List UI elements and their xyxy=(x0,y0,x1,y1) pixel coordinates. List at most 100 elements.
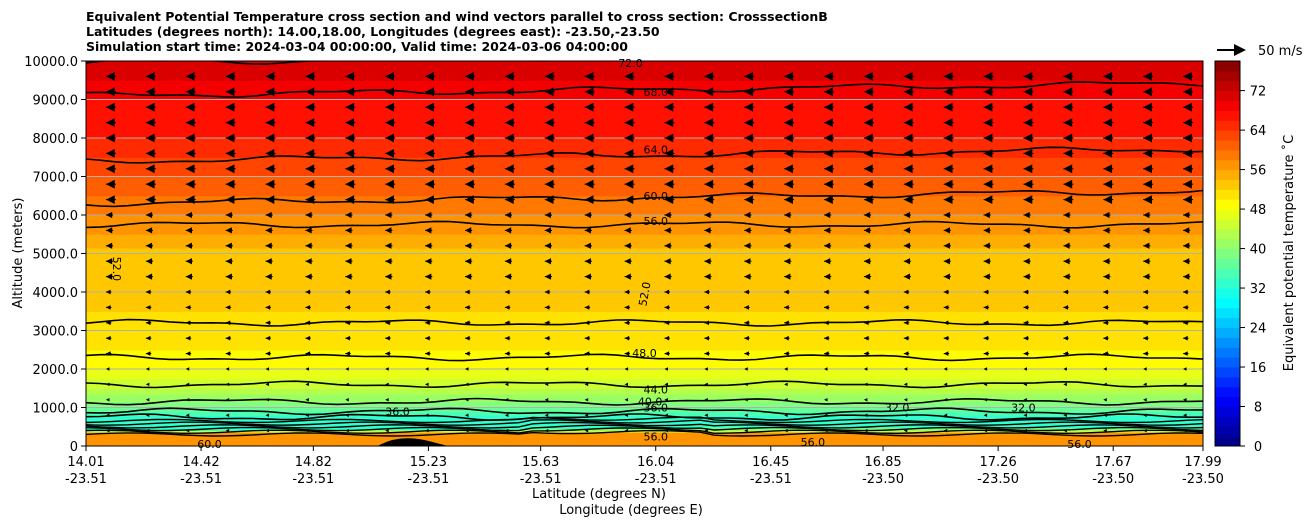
fill-band xyxy=(86,191,1203,195)
quiver-key: 50 m/s xyxy=(1217,44,1303,59)
wind-vector xyxy=(903,382,908,387)
wind-vector xyxy=(105,289,112,295)
wind-vector xyxy=(504,133,515,143)
wind-vector xyxy=(903,164,914,174)
wind-vector xyxy=(225,164,236,174)
wind-vector xyxy=(903,273,912,280)
wind-vector xyxy=(744,428,748,433)
wind-vector xyxy=(903,367,908,371)
wind-vector xyxy=(1063,289,1069,295)
wind-vector xyxy=(385,413,389,417)
wind-vector xyxy=(704,413,708,417)
wind-vector xyxy=(784,227,792,234)
fill-band xyxy=(86,157,1203,160)
wind-vector xyxy=(504,195,515,204)
wind-vector xyxy=(464,273,473,280)
wind-vector xyxy=(863,382,868,387)
contour-label: 32.0 xyxy=(885,402,910,415)
wind-vector xyxy=(225,242,233,249)
wind-vector xyxy=(983,133,994,143)
wind-vector xyxy=(145,242,154,249)
fill-band xyxy=(86,280,1203,283)
wind-vector xyxy=(345,428,349,433)
colorbar-segment xyxy=(1215,130,1240,141)
colorbar-segment xyxy=(1215,61,1240,72)
wind-vector xyxy=(544,273,552,280)
colorbar-segment xyxy=(1215,110,1240,121)
colorbar-segment xyxy=(1215,416,1240,427)
contour-labels: 72.0 68.0 64.0 60.0 56.0 52.0 52.0 48.0 44.040.0… xyxy=(110,57,1092,451)
wind-vector xyxy=(824,398,828,402)
wind-vector xyxy=(824,273,832,280)
wind-vector xyxy=(784,351,790,356)
wind-vector xyxy=(425,133,436,143)
wind-vector xyxy=(185,289,192,295)
wind-vector xyxy=(784,273,792,280)
wind-vector xyxy=(385,320,391,326)
x-axis: 14.01 -23.51 14.42 -23.51 14.82 -23.51 15.23 -2… xyxy=(65,446,1224,487)
fill-band xyxy=(86,309,1203,312)
wind-vector xyxy=(464,289,471,295)
wind-vector xyxy=(784,413,788,417)
wind-vector xyxy=(1183,227,1191,234)
fill-band xyxy=(86,345,1203,349)
wind-vector xyxy=(584,179,595,189)
wind-vector xyxy=(305,289,311,295)
wind-vector xyxy=(624,351,631,356)
y-tick-label: 10000.0 xyxy=(24,55,78,70)
fill-band xyxy=(86,374,1203,378)
colorbar-segment xyxy=(1215,248,1240,259)
wind-vector xyxy=(265,258,273,265)
wind-vector xyxy=(744,273,752,280)
wind-vector xyxy=(544,242,552,249)
x-tick-label-lat: 14.42 xyxy=(182,455,219,470)
wind-vector xyxy=(863,195,874,204)
wind-vector xyxy=(863,118,874,127)
x-tick-label-lon: -23.51 xyxy=(180,472,222,487)
wind-vector xyxy=(145,179,156,189)
y-tick-label: 9000.0 xyxy=(33,94,79,109)
wind-vector xyxy=(145,398,150,402)
colorbar-segment xyxy=(1215,120,1240,131)
wind-vector xyxy=(1063,149,1074,158)
wind-vector xyxy=(983,398,988,402)
wind-vector xyxy=(664,258,672,265)
wind-vector xyxy=(225,258,233,265)
wind-vector xyxy=(943,258,951,265)
fill-band xyxy=(86,378,1203,382)
wind-vector xyxy=(704,87,715,97)
wind-vector xyxy=(464,118,475,127)
wind-vector xyxy=(105,258,114,265)
wind-vector xyxy=(504,87,515,97)
wind-vector xyxy=(1183,320,1189,326)
wind-vector xyxy=(145,382,150,387)
wind-vector xyxy=(943,351,950,356)
colorbar-segment xyxy=(1215,367,1240,378)
fill-band xyxy=(86,209,1203,212)
wind-vector xyxy=(824,227,832,234)
wind-vector xyxy=(824,289,830,295)
wind-vector xyxy=(824,258,832,265)
wind-vector xyxy=(305,258,313,265)
wind-vector xyxy=(105,413,110,417)
wind-vector xyxy=(1143,87,1154,97)
wind-vector xyxy=(345,305,351,310)
wind-vector xyxy=(784,149,795,158)
fill-band xyxy=(86,357,1203,360)
wind-vector xyxy=(983,179,994,189)
wind-vector xyxy=(903,289,910,295)
wind-vector xyxy=(784,164,795,174)
wind-vector xyxy=(1183,72,1194,81)
wind-vector xyxy=(1063,242,1071,249)
chart-title-line-2: Latitudes (degrees north): 14.00,18.00, … xyxy=(86,24,660,39)
wind-vector xyxy=(784,258,792,265)
wind-vector xyxy=(425,195,436,204)
wind-vector xyxy=(185,367,190,371)
wind-vector xyxy=(1023,227,1031,234)
wind-vector xyxy=(943,320,950,326)
fill-band xyxy=(86,82,1203,85)
colorbar-segment xyxy=(1215,386,1240,398)
wind-vector xyxy=(983,428,988,433)
fill-band xyxy=(86,394,1203,397)
wind-vector xyxy=(105,149,116,158)
